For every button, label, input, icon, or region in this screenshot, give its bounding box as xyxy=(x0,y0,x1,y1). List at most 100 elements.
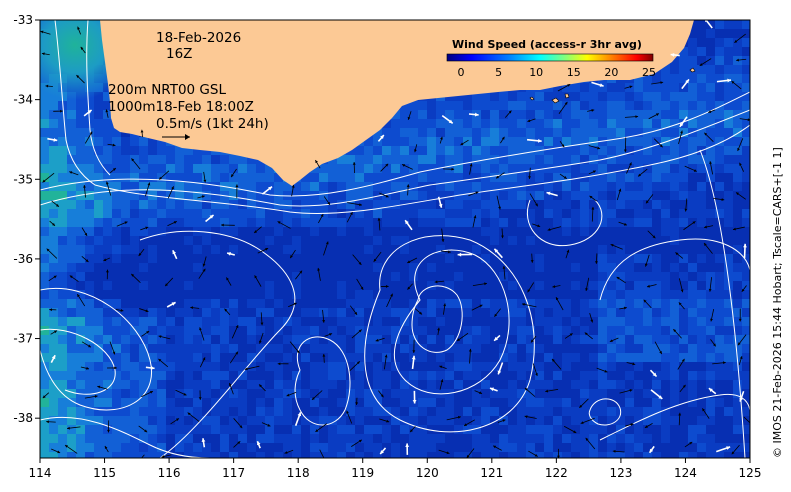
speed-cell xyxy=(472,227,482,237)
speed-cell xyxy=(580,353,590,363)
speed-cell xyxy=(364,299,374,309)
speed-cell xyxy=(652,164,662,174)
speed-cell xyxy=(427,326,437,336)
speed-cell xyxy=(139,389,149,399)
speed-cell xyxy=(202,281,212,291)
speed-cell xyxy=(346,362,356,372)
speed-cell xyxy=(310,371,320,381)
vector-arrow-head xyxy=(585,437,589,441)
speed-cell xyxy=(598,110,608,120)
speed-cell xyxy=(328,272,338,282)
speed-cell xyxy=(121,353,131,363)
speed-cell xyxy=(679,272,689,282)
speed-cell xyxy=(310,425,320,435)
speed-cell xyxy=(526,254,536,264)
speed-cell xyxy=(58,362,68,372)
speed-cell xyxy=(472,380,482,390)
speed-cell xyxy=(355,353,365,363)
speed-cell xyxy=(427,263,437,273)
vector-arrow-head xyxy=(202,268,206,272)
speed-cell xyxy=(580,92,590,102)
speed-cell xyxy=(589,272,599,282)
speed-cell xyxy=(310,335,320,345)
speed-cell xyxy=(697,353,707,363)
speed-cell xyxy=(400,146,410,156)
speed-cell xyxy=(526,200,536,210)
speed-cell xyxy=(742,326,750,336)
speed-cell xyxy=(283,353,293,363)
speed-cell xyxy=(724,20,734,30)
speed-cell xyxy=(292,317,302,327)
speed-cell xyxy=(598,101,608,111)
speed-cell xyxy=(76,353,86,363)
speed-cell xyxy=(355,173,365,183)
speed-cell xyxy=(499,317,509,327)
speed-cell xyxy=(148,380,158,390)
speed-cell xyxy=(616,164,626,174)
speed-cell xyxy=(418,425,428,435)
speed-cell xyxy=(652,443,662,453)
speed-cell xyxy=(247,362,257,372)
speed-cell xyxy=(688,425,698,435)
speed-cell xyxy=(49,164,59,174)
speed-cell xyxy=(292,443,302,453)
speed-cell xyxy=(364,182,374,192)
speed-cell xyxy=(553,443,563,453)
speed-cell xyxy=(166,164,176,174)
speed-cell xyxy=(544,218,554,228)
speed-cell xyxy=(670,146,680,156)
speed-cell xyxy=(364,326,374,336)
speed-cell xyxy=(40,146,50,156)
speed-cell xyxy=(283,416,293,426)
speed-cell xyxy=(742,317,750,327)
vector-arrow-head xyxy=(537,138,542,143)
speed-cell xyxy=(742,245,750,255)
speed-cell xyxy=(589,407,599,417)
speed-cell xyxy=(112,371,122,381)
speed-cell xyxy=(364,218,374,228)
speed-cell xyxy=(418,317,428,327)
speed-cell xyxy=(427,164,437,174)
speed-cell xyxy=(652,146,662,156)
speed-cell xyxy=(310,326,320,336)
speed-cell xyxy=(580,425,590,435)
speed-cell xyxy=(220,281,230,291)
speed-cell xyxy=(184,191,194,201)
speed-cell xyxy=(202,335,212,345)
speed-cell xyxy=(247,425,257,435)
speed-cell xyxy=(364,434,374,444)
speed-cell xyxy=(202,425,212,435)
speed-cell xyxy=(733,290,743,300)
speed-cell xyxy=(544,434,554,444)
speed-cell xyxy=(85,254,95,264)
speed-cell xyxy=(256,245,266,255)
vector-arrow-head xyxy=(171,302,176,306)
speed-cell xyxy=(85,245,95,255)
speed-cell xyxy=(616,434,626,444)
contour-line xyxy=(40,91,750,197)
speed-cell xyxy=(706,29,716,39)
speed-cell xyxy=(724,236,734,246)
speed-cell xyxy=(409,164,419,174)
speed-cell xyxy=(715,137,725,147)
speed-cell xyxy=(715,65,725,75)
speed-cell xyxy=(607,290,617,300)
speed-cell xyxy=(193,398,203,408)
speed-cell xyxy=(238,218,248,228)
speed-cell xyxy=(589,398,599,408)
speed-cell xyxy=(310,218,320,228)
speed-cell xyxy=(616,245,626,255)
speed-cell xyxy=(301,326,311,336)
speed-cell xyxy=(166,353,176,363)
speed-cell xyxy=(526,209,536,219)
speed-cell xyxy=(229,317,239,327)
speed-cell xyxy=(670,425,680,435)
speed-cell xyxy=(67,155,77,165)
speed-cell xyxy=(499,119,509,129)
speed-cell xyxy=(58,308,68,318)
speed-cell xyxy=(76,227,86,237)
speed-cell xyxy=(571,236,581,246)
speed-cell xyxy=(589,101,599,111)
info-200m-label: 200m NRT00 GSL xyxy=(108,82,226,98)
speed-cell xyxy=(202,173,212,183)
